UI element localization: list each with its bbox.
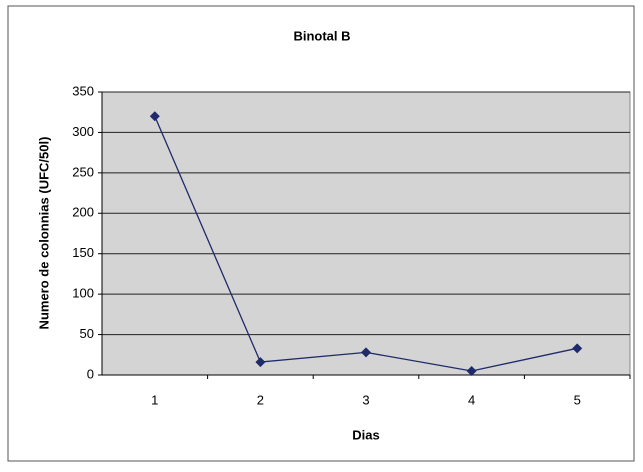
y-tick-label: 200 <box>72 205 94 220</box>
y-tick-label: 250 <box>72 164 94 179</box>
x-tick-label: 2 <box>257 392 264 407</box>
y-tick-label: 300 <box>72 124 94 139</box>
data-point <box>255 357 266 368</box>
x-tick-label: 5 <box>574 392 581 407</box>
y-tick-label: 50 <box>80 326 94 341</box>
data-point <box>466 365 477 376</box>
plot-area <box>101 91 631 376</box>
data-point <box>361 347 371 358</box>
x-axis-label: Dias <box>352 427 379 442</box>
data-point <box>149 111 160 122</box>
y-axis-label: Numero de colonnias (UFC/50l) <box>36 137 51 330</box>
x-tick-label: 3 <box>362 392 369 407</box>
x-tick-label: 1 <box>151 392 158 407</box>
y-tick-label: 100 <box>72 286 94 301</box>
y-tick-label: 350 <box>72 83 94 98</box>
data-point <box>572 343 583 354</box>
chart-title: Binotal B <box>293 28 350 43</box>
y-tick-label: 0 <box>87 366 94 381</box>
y-tick-label: 150 <box>72 245 94 260</box>
x-tick-label: 4 <box>468 392 475 407</box>
